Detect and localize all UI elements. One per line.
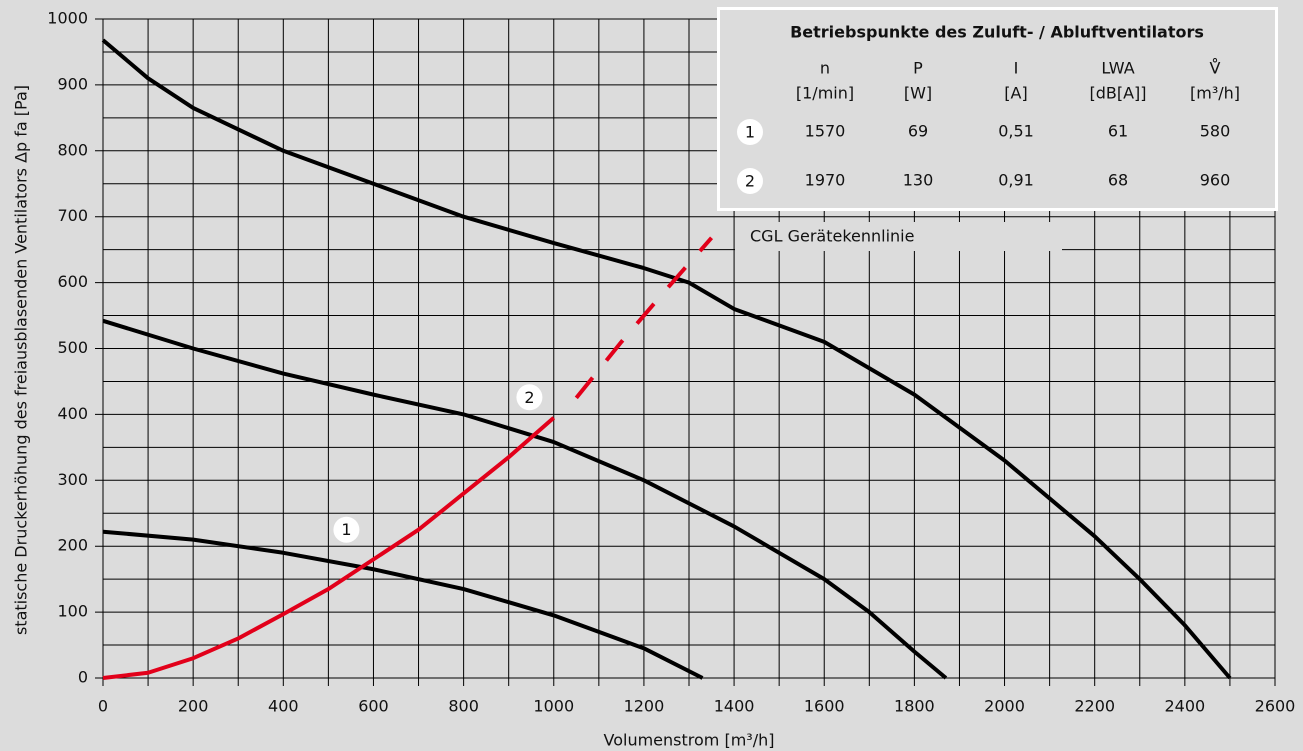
table-header: P [913, 59, 923, 78]
table-header: I [1014, 59, 1019, 78]
x-tick-label: 1200 [624, 697, 665, 716]
table-header: [W] [904, 84, 932, 103]
y-tick-label: 200 [57, 536, 88, 555]
x-tick-label: 1000 [533, 697, 574, 716]
table-cell: 1970 [805, 171, 846, 190]
x-tick-label: 2200 [1074, 697, 1115, 716]
table-cell: 69 [908, 122, 928, 141]
x-tick-label: 0 [98, 697, 108, 716]
table-header: [1/min] [796, 84, 854, 103]
point-label: 1 [341, 520, 351, 539]
x-tick-label: 1400 [714, 697, 755, 716]
x-tick-label: 400 [268, 697, 299, 716]
table-cell: 0,91 [998, 171, 1034, 190]
table-box [717, 7, 1278, 211]
table-cell: 61 [1108, 122, 1128, 141]
x-tick-label: 200 [178, 697, 209, 716]
y-tick-label: 500 [57, 338, 88, 357]
x-tick-label: 2400 [1164, 697, 1205, 716]
row-marker [737, 168, 763, 194]
table-header: [m³/h] [1190, 84, 1240, 103]
y-tick-label: 400 [57, 404, 88, 423]
y-tick-label: 800 [57, 140, 88, 159]
curves [101, 38, 1232, 680]
point-marker [333, 516, 360, 543]
y-axis-label: statische Druckerhöhung des freiausblase… [12, 85, 31, 635]
table-header: n [820, 59, 830, 78]
curve [101, 38, 1232, 680]
table-header: [A] [1004, 84, 1027, 103]
table-cell: 960 [1200, 171, 1231, 190]
curve [574, 236, 714, 400]
x-tick-label: 800 [448, 697, 479, 716]
row-label: 1 [745, 123, 755, 142]
y-tick-label: 1000 [47, 9, 88, 28]
point-marker [516, 384, 543, 411]
point-label: 2 [524, 388, 534, 407]
annotation: CGL Gerätekennlinie [750, 227, 914, 246]
y-tick-label: 600 [57, 272, 88, 291]
table-header: LWA [1101, 59, 1134, 78]
x-tick-label: 2600 [1255, 697, 1296, 716]
y-tick-label: 0 [78, 668, 88, 687]
table-cell: 68 [1108, 171, 1128, 190]
x-tick-label: 1600 [804, 697, 845, 716]
markers: 12 [333, 384, 543, 543]
table-cell: 580 [1200, 122, 1231, 141]
table-cell: 130 [903, 171, 934, 190]
table-header: V̊ [1210, 59, 1221, 78]
table: Betriebspunkte des Zuluft- / Abluftventi… [717, 7, 1278, 211]
curve [102, 529, 704, 680]
table-title: Betriebspunkte des Zuluft- / Abluftventi… [790, 23, 1204, 42]
row-marker [737, 119, 763, 145]
x-tick-label: 1800 [894, 697, 935, 716]
y-tick-label: 100 [57, 602, 88, 621]
y-tick-label: 900 [57, 74, 88, 93]
x-tick-label: 600 [358, 697, 389, 716]
label-background [735, 222, 1062, 251]
table-cell: 0,51 [998, 122, 1034, 141]
table-cell: 1570 [805, 122, 846, 141]
curve [102, 318, 948, 680]
table-header: [dB[A]] [1089, 84, 1146, 103]
y-tick-label: 300 [57, 470, 88, 489]
row-label: 2 [745, 172, 755, 191]
y-tick-label: 700 [57, 206, 88, 225]
curve [102, 416, 556, 680]
x-tick-label: 2000 [984, 697, 1025, 716]
x-axis-label: Volumenstrom [m³/h] [604, 731, 775, 750]
